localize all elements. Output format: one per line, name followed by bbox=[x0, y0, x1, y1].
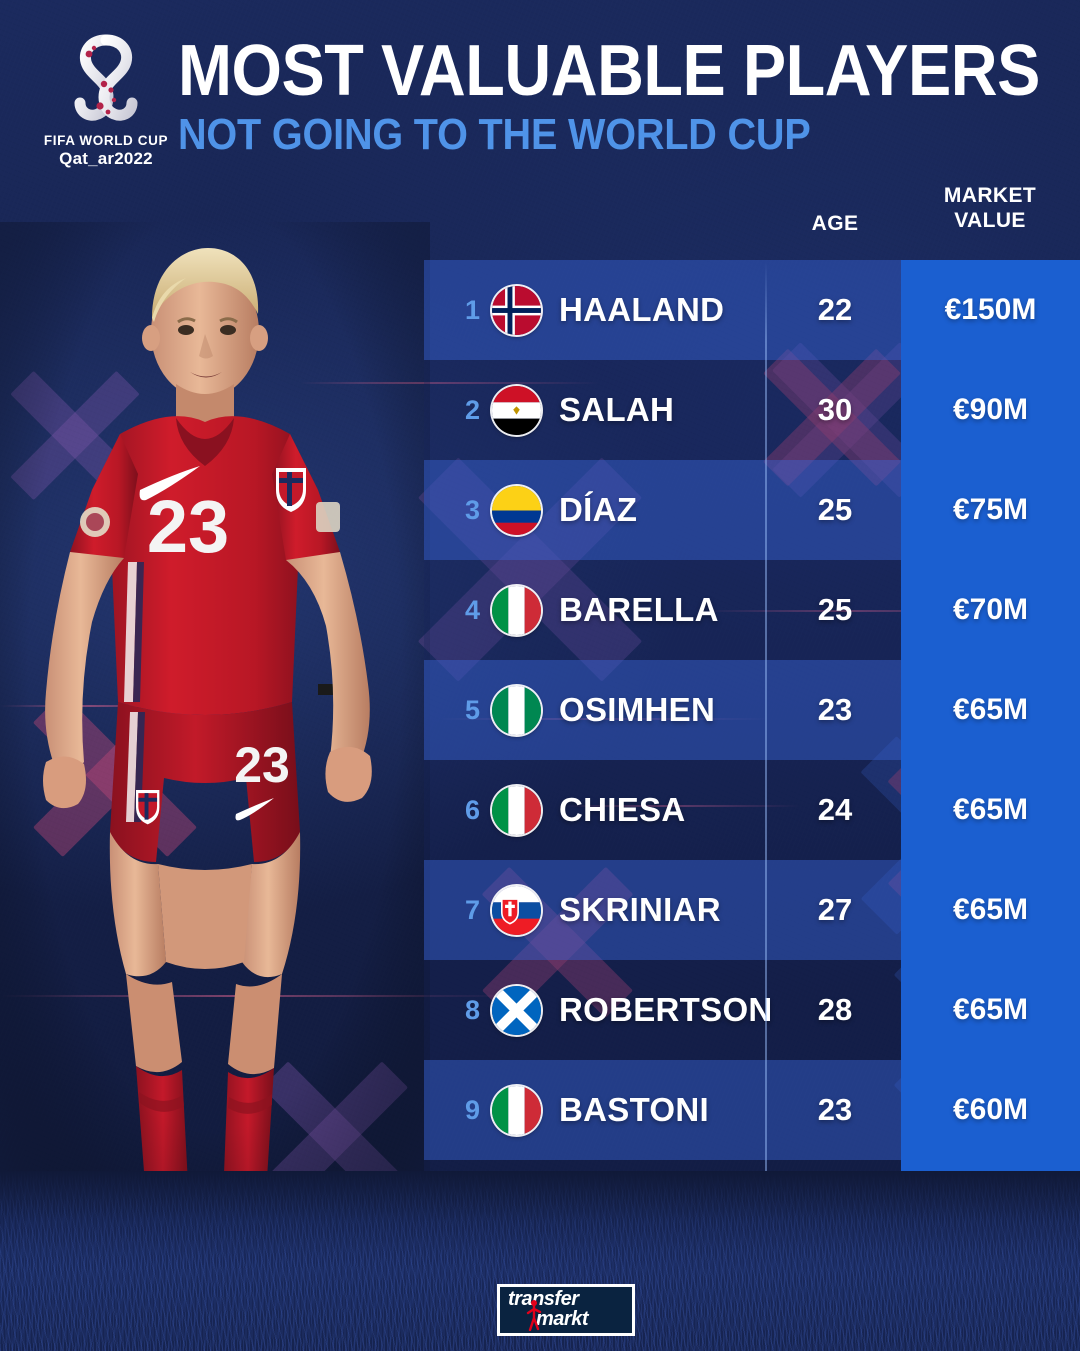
row-age: 25 bbox=[817, 592, 853, 627]
player-photo-haaland: 23 23 bbox=[0, 222, 430, 1287]
flag-italy-icon bbox=[492, 586, 541, 635]
column-header-market-value-line2: VALUE bbox=[954, 208, 1026, 232]
fifa-world-cup-logo: FIFA WORLD CUP Qat_ar2022 bbox=[42, 32, 170, 172]
header: FIFA WORLD CUP Qat_ar2022 MOST VALUABLE … bbox=[0, 0, 1080, 185]
row-rank: 8 bbox=[464, 995, 480, 1025]
row-player-name: SKRINIAR bbox=[559, 891, 721, 928]
flag-norway-icon bbox=[492, 286, 541, 335]
flag-nigeria-icon bbox=[492, 686, 541, 735]
row-market-value: €70M bbox=[901, 560, 1080, 660]
row-player-name: ALABA bbox=[559, 1191, 676, 1228]
row-rank: 3 bbox=[464, 495, 480, 525]
background-x-decoration bbox=[0, 360, 150, 510]
table-row[interactable]: 3 DÍAZ 25 €75M bbox=[424, 460, 1080, 560]
row-market-value: €65M bbox=[901, 760, 1080, 860]
flag-italy-icon bbox=[492, 786, 541, 835]
flag-italy-icon bbox=[492, 1086, 541, 1135]
row-age: 22 bbox=[817, 292, 853, 327]
row-market-value: €65M bbox=[901, 960, 1080, 1060]
table-row[interactable]: 8 ROBERTSON 28 €65M bbox=[424, 960, 1080, 1060]
qatar-2022-emblem-icon bbox=[74, 34, 138, 121]
flag-colombia-icon bbox=[492, 486, 541, 535]
column-header-market-value-line1: MARKET bbox=[943, 184, 1037, 207]
transfermarkt-player-figure-icon bbox=[526, 1300, 542, 1331]
table-row[interactable]: 6 CHIESA 24 €65M bbox=[424, 760, 1080, 860]
column-header-market-value: MARKET VALUE bbox=[900, 184, 1080, 234]
table-row[interactable]: 4 BARELLA 25 €70M bbox=[424, 560, 1080, 660]
row-rank: 7 bbox=[464, 895, 480, 925]
background-streak bbox=[0, 705, 200, 707]
row-rank: 6 bbox=[464, 795, 480, 825]
row-player-name: HAALAND bbox=[559, 291, 725, 328]
row-rank: 4 bbox=[464, 595, 480, 625]
transfermarkt-logo-inner: transfer markt bbox=[500, 1287, 632, 1333]
transfermarkt-logo[interactable]: transfer markt bbox=[497, 1284, 635, 1336]
row-market-value: €65M bbox=[901, 660, 1080, 760]
background-x-decoration bbox=[250, 1050, 420, 1220]
row-rank: 9 bbox=[464, 1095, 480, 1125]
row-age: 30 bbox=[817, 1192, 853, 1227]
row-age: 30 bbox=[817, 392, 853, 427]
row-age: 23 bbox=[817, 1092, 853, 1127]
flag-slovakia-icon bbox=[492, 886, 541, 935]
row-age: 23 bbox=[817, 692, 853, 727]
row-player-name: SALAH bbox=[559, 391, 675, 428]
row-rank: 2 bbox=[464, 395, 480, 425]
row-player-name: ROBERTSON bbox=[559, 991, 773, 1028]
title-block: MOST VALUABLE PLAYERS NOT GOING TO THE W… bbox=[178, 31, 1058, 159]
flag-austria-icon bbox=[492, 1186, 541, 1235]
row-age: 27 bbox=[817, 892, 853, 927]
page-subtitle: NOT GOING TO THE WORLD CUP bbox=[178, 109, 811, 159]
transfermarkt-word-bottom: markt bbox=[536, 1308, 588, 1330]
logo-line-1: FIFA WORLD CUP bbox=[43, 133, 169, 148]
table-row[interactable]: 9 BASTONI 23 €60M bbox=[424, 1060, 1080, 1160]
row-player-name: BARELLA bbox=[559, 591, 719, 628]
row-age: 25 bbox=[817, 492, 853, 527]
logo-line-2: Qat_ar2022 bbox=[59, 149, 153, 168]
table-row[interactable]: 1 HAALAND 22 €150M bbox=[424, 260, 1080, 360]
row-player-name: DÍAZ bbox=[559, 491, 638, 528]
row-market-value: €65M bbox=[901, 860, 1080, 960]
background-x-decoration bbox=[20, 680, 210, 870]
column-header-age: AGE bbox=[811, 212, 859, 235]
table-row[interactable]: 2 SALAH 30 €90M bbox=[424, 360, 1080, 460]
row-rank: 5 bbox=[464, 695, 480, 725]
row-player-name: OSIMHEN bbox=[559, 691, 716, 728]
flag-egypt-icon bbox=[492, 386, 541, 435]
row-market-value: €55M bbox=[901, 1160, 1080, 1260]
flag-scotland-icon bbox=[492, 986, 541, 1035]
table-row[interactable]: 10 ALABA 30 €55M bbox=[424, 1160, 1080, 1260]
row-rank: 1 bbox=[464, 295, 480, 325]
svg-text:23: 23 bbox=[234, 737, 290, 793]
row-market-value: €75M bbox=[901, 460, 1080, 560]
row-market-value: €60M bbox=[901, 1060, 1080, 1160]
transfermarkt-word-top: transfer bbox=[508, 1288, 579, 1310]
row-rank: 10 bbox=[449, 1195, 480, 1225]
row-player-name: BASTONI bbox=[559, 1091, 710, 1128]
row-age: 28 bbox=[817, 992, 853, 1027]
table-row[interactable]: 7 SKRINIAR 27 €65M bbox=[424, 860, 1080, 960]
page-title: MOST VALUABLE PLAYERS bbox=[178, 31, 1040, 111]
row-market-value: €150M bbox=[901, 260, 1080, 360]
svg-text:23: 23 bbox=[147, 485, 229, 568]
row-age: 24 bbox=[817, 792, 853, 827]
row-player-name: CHIESA bbox=[559, 791, 686, 828]
table-row[interactable]: 5 OSIMHEN 23 €65M bbox=[424, 660, 1080, 760]
row-market-value: €90M bbox=[901, 360, 1080, 460]
players-table: 1 HAALAND 22 €150M 2 SALAH 30 €90M 3 bbox=[424, 260, 1080, 1260]
